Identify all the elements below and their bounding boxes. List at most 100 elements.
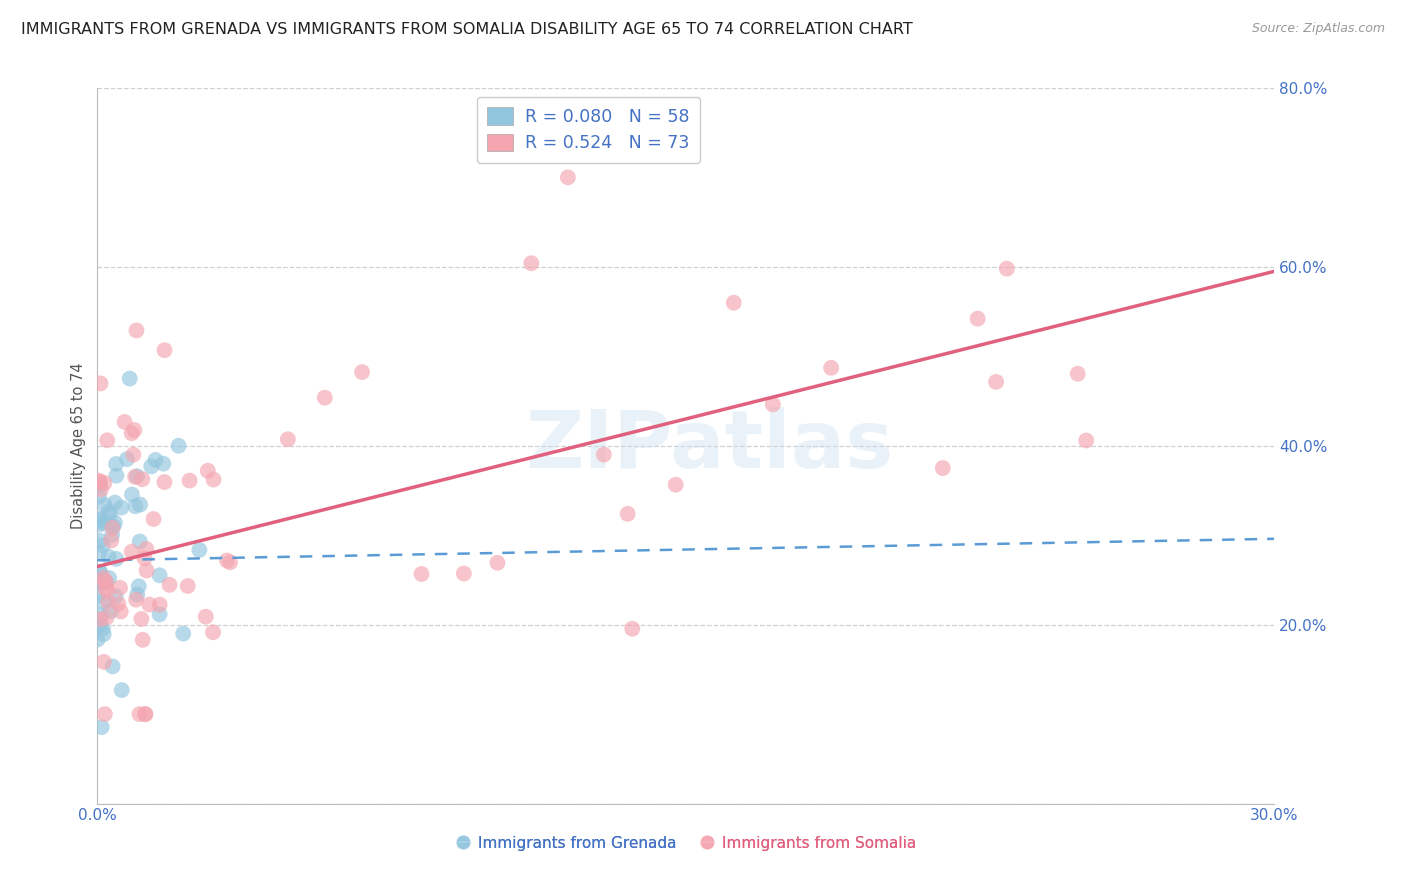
Point <box>277 432 299 446</box>
Point <box>86 632 108 647</box>
Point <box>115 452 138 467</box>
Point <box>1067 367 1090 381</box>
Point <box>121 426 143 441</box>
Point <box>98 507 121 521</box>
Point <box>179 474 201 488</box>
Point <box>89 533 111 548</box>
Point <box>219 555 242 569</box>
Point <box>100 604 122 618</box>
Point <box>93 571 115 585</box>
Point <box>149 568 172 582</box>
Point <box>97 595 120 609</box>
Point <box>93 574 115 589</box>
Point <box>96 610 118 624</box>
Point <box>105 552 128 566</box>
Point <box>121 487 143 501</box>
Point <box>127 588 149 602</box>
Point <box>148 607 170 622</box>
Point <box>94 582 117 596</box>
Point <box>86 589 108 603</box>
Point <box>110 605 132 619</box>
Point <box>135 564 157 578</box>
Point <box>142 512 165 526</box>
Point <box>453 566 475 581</box>
Point <box>118 371 141 385</box>
Point <box>89 517 111 532</box>
Point <box>97 549 120 564</box>
Point <box>215 553 238 567</box>
Legend: Immigrants from Grenada, Immigrants from Somalia: Immigrants from Grenada, Immigrants from… <box>449 830 922 857</box>
Point <box>96 575 118 590</box>
Point <box>91 516 114 530</box>
Point <box>557 170 579 185</box>
Point <box>104 495 127 509</box>
Point <box>90 720 112 734</box>
Point <box>131 632 153 647</box>
Point <box>621 622 644 636</box>
Point <box>89 566 111 580</box>
Point <box>103 519 125 533</box>
Point <box>135 541 157 556</box>
Point <box>86 575 108 590</box>
Point <box>125 469 148 483</box>
Point <box>135 707 157 722</box>
Point <box>110 500 132 515</box>
Point <box>90 608 112 623</box>
Y-axis label: Disability Age 65 to 74: Disability Age 65 to 74 <box>72 362 86 529</box>
Point <box>128 707 150 722</box>
Point <box>762 397 785 411</box>
Point <box>90 612 112 626</box>
Point <box>97 504 120 518</box>
Point <box>665 477 688 491</box>
Point <box>202 473 225 487</box>
Point <box>101 659 124 673</box>
Point <box>134 551 156 566</box>
Point <box>89 618 111 632</box>
Point <box>108 581 131 595</box>
Point <box>104 590 127 604</box>
Point <box>167 439 190 453</box>
Point <box>90 513 112 527</box>
Point <box>93 498 115 512</box>
Point <box>93 574 115 588</box>
Point <box>111 683 134 698</box>
Point <box>98 571 121 585</box>
Point <box>723 295 745 310</box>
Point <box>90 574 112 589</box>
Point <box>93 655 115 669</box>
Point <box>89 565 111 579</box>
Point <box>122 448 145 462</box>
Text: IMMIGRANTS FROM GRENADA VS IMMIGRANTS FROM SOMALIA DISABILITY AGE 65 TO 74 CORRE: IMMIGRANTS FROM GRENADA VS IMMIGRANTS FR… <box>21 22 912 37</box>
Point <box>966 311 988 326</box>
Point <box>520 256 543 270</box>
Point <box>128 534 150 549</box>
Point <box>94 575 117 590</box>
Text: ZIPatlas: ZIPatlas <box>526 407 894 484</box>
Point <box>131 612 153 626</box>
Point <box>197 464 219 478</box>
Point <box>1076 434 1098 448</box>
Point <box>820 360 842 375</box>
Point <box>145 453 167 467</box>
Point <box>89 546 111 560</box>
Point <box>134 707 156 722</box>
Point <box>138 598 160 612</box>
Point <box>124 423 146 437</box>
Point <box>97 584 120 599</box>
Point <box>411 566 433 581</box>
Point <box>94 707 117 722</box>
Text: Source: ZipAtlas.com: Source: ZipAtlas.com <box>1251 22 1385 36</box>
Point <box>105 468 128 483</box>
Point <box>114 415 136 429</box>
Point <box>91 594 114 608</box>
Point <box>89 475 111 489</box>
Point <box>202 625 225 640</box>
Point <box>194 609 217 624</box>
Point <box>153 343 176 358</box>
Point <box>91 621 114 635</box>
Point <box>104 516 127 530</box>
Point <box>87 490 110 504</box>
Point <box>105 457 128 471</box>
Point <box>93 627 115 641</box>
Point <box>352 365 374 379</box>
